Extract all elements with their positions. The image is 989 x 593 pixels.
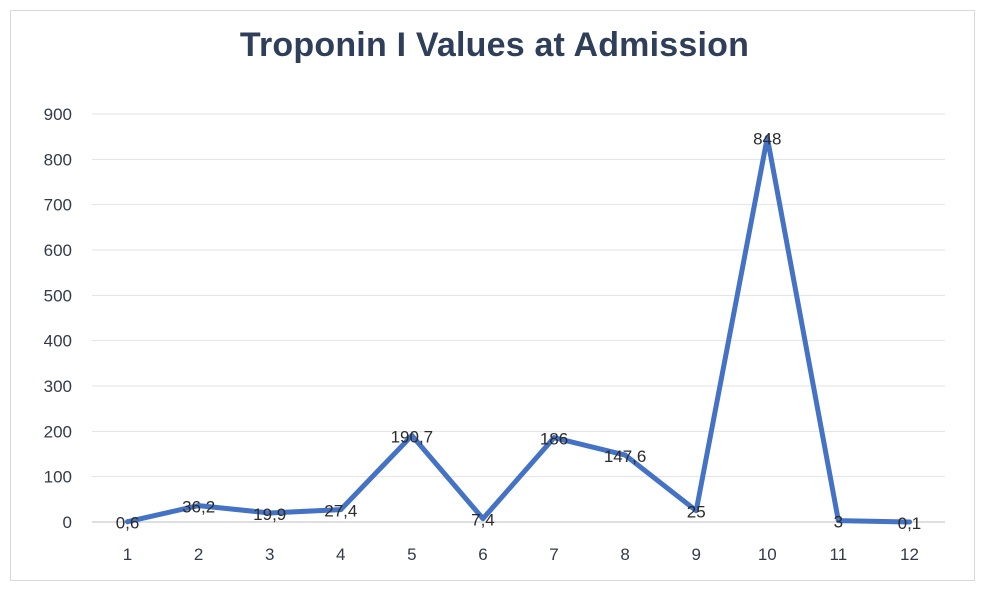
data-label: 0,6 — [116, 514, 140, 533]
x-tick-label: 8 — [620, 545, 629, 564]
data-point — [409, 433, 415, 439]
x-tick-label: 5 — [407, 545, 416, 564]
data-point — [764, 135, 770, 141]
y-tick-label: 800 — [44, 150, 72, 169]
x-tick-label: 12 — [900, 545, 919, 564]
y-tick-label: 900 — [44, 105, 72, 124]
x-tick-label: 7 — [549, 545, 558, 564]
data-label: 36,2 — [182, 498, 215, 517]
y-tick-label: 500 — [44, 286, 72, 305]
data-label: 190,7 — [391, 428, 434, 447]
data-label: 186 — [540, 430, 568, 449]
y-tick-label: 600 — [44, 241, 72, 260]
chart-title: Troponin I Values at Admission — [239, 26, 750, 64]
y-tick-label: 100 — [44, 468, 72, 487]
data-point — [906, 519, 912, 525]
x-tick-label: 6 — [478, 545, 487, 564]
data-point — [196, 503, 202, 509]
data-point — [125, 519, 131, 525]
x-axis-ticks: 1 2 3 4 5 6 7 8 9 10 11 12 — [123, 545, 919, 564]
data-label: 7,4 — [471, 511, 495, 530]
x-tick-label: 10 — [758, 545, 777, 564]
y-tick-label: 400 — [44, 332, 72, 351]
data-point — [551, 435, 557, 441]
y-tick-label: 200 — [44, 422, 72, 441]
data-point — [267, 510, 273, 516]
data-labels: 0,6 36,2 19,9 27,4 190,7 7,4 186 147,6 25 848 3 0,1 — [116, 130, 922, 533]
x-tick-label: 3 — [265, 545, 274, 564]
y-tick-label: 300 — [44, 377, 72, 396]
x-tick-label: 4 — [336, 545, 345, 564]
x-tick-label: 9 — [691, 545, 700, 564]
data-point — [693, 508, 699, 514]
data-point — [622, 452, 628, 458]
y-axis-ticks: 0 100 200 300 400 500 600 700 800 900 — [44, 105, 72, 532]
data-label: 3 — [834, 513, 843, 532]
data-point — [338, 507, 344, 513]
series-line — [125, 135, 912, 525]
y-tick-label: 0 — [63, 513, 72, 532]
x-tick-label: 2 — [194, 545, 203, 564]
data-label: 848 — [753, 130, 781, 149]
y-tick-label: 700 — [44, 196, 72, 215]
data-point — [480, 516, 486, 522]
data-label: 19,9 — [253, 505, 286, 524]
data-label: 27,4 — [324, 502, 357, 521]
gridlines — [92, 113, 945, 523]
x-tick-label: 11 — [830, 545, 848, 564]
data-label: 0,1 — [898, 514, 922, 533]
data-label: 25 — [687, 503, 706, 522]
x-tick-label: 1 — [123, 545, 132, 564]
series-line-group — [125, 135, 912, 525]
data-label: 147,6 — [604, 447, 647, 466]
data-point — [835, 518, 841, 524]
